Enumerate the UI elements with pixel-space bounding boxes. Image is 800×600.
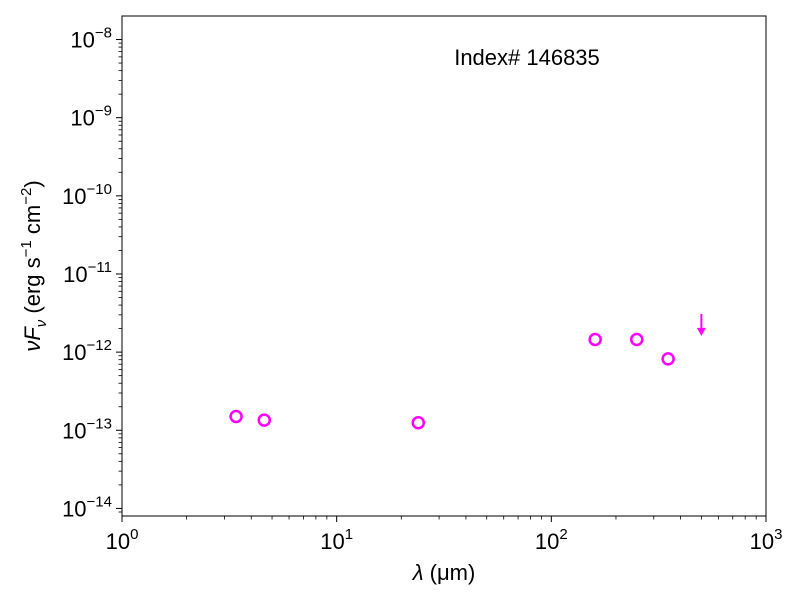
data-point <box>257 413 272 427</box>
y-tick-label: 10−9 <box>70 103 112 131</box>
y-tick-label: 10−13 <box>62 415 112 443</box>
data-point <box>588 332 602 347</box>
x-tick-labels: 100 101 102 103 <box>106 526 783 554</box>
data-point <box>229 409 243 424</box>
x-tick-label: 100 <box>106 526 139 554</box>
data-markers <box>229 313 706 430</box>
plot-frame <box>121 15 767 517</box>
upper-limit-arrow-head <box>696 327 706 336</box>
major-ticks <box>116 39 767 522</box>
y-tick-label: 10−8 <box>70 25 112 53</box>
data-point <box>411 415 426 430</box>
y-tick-label: 10−14 <box>62 493 112 521</box>
x-axis-label: λ (μm) <box>412 560 476 585</box>
y-axis-exp2: −2 <box>18 188 35 205</box>
data-point <box>630 332 644 347</box>
y-axis-unit-mid: cm <box>20 205 45 240</box>
y-axis-f: F <box>20 326 45 341</box>
y-tick-label: 10−10 <box>62 181 112 209</box>
data-point <box>661 352 675 366</box>
y-tick-labels: 10−14 10−13 10−12 10−11 10−10 10−9 10−8 <box>62 25 112 522</box>
y-tick-label: 10−11 <box>63 259 112 287</box>
y-axis-sub: ν <box>33 319 50 327</box>
y-axis-unit-pre: (erg s <box>20 257 45 313</box>
y-tick-label: 10−12 <box>62 337 112 365</box>
y-axis-nu: ν <box>20 341 45 352</box>
x-tick-label: 102 <box>535 526 568 554</box>
x-tick-label: 103 <box>750 526 783 554</box>
upper-limit-arrow <box>696 313 706 336</box>
x-axis-unit: (μm) <box>430 560 476 585</box>
y-axis-label: νFν (erg s−1 cm−2) <box>18 180 50 351</box>
x-tick-label: 101 <box>320 526 353 554</box>
index-annotation: Index# 146835 <box>454 45 600 70</box>
x-axis-variable: λ <box>412 560 424 585</box>
minor-ticks <box>118 42 757 520</box>
y-axis-unit-post: ) <box>20 180 45 187</box>
y-axis-exp1: −1 <box>18 240 35 257</box>
plot-background <box>122 16 766 516</box>
